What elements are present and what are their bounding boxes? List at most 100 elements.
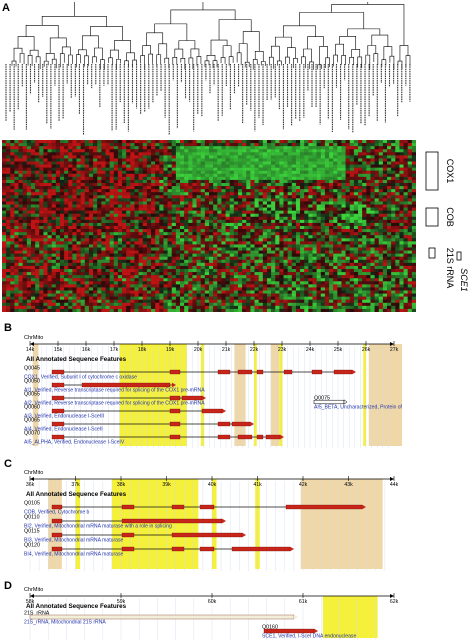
heatmap-cell <box>64 222 69 227</box>
heatmap-cell <box>68 164 73 168</box>
heatmap-cell <box>109 216 114 221</box>
heatmap-cell <box>213 222 218 227</box>
heatmap-cell <box>225 183 230 187</box>
heatmap-cell <box>167 140 172 144</box>
heatmap-cell <box>59 222 65 227</box>
heatmap-cell <box>26 192 32 196</box>
heatmap-cell <box>151 235 156 239</box>
heatmap-cell <box>167 284 172 288</box>
heatmap-cell <box>349 179 355 184</box>
heatmap-cell <box>184 192 189 196</box>
heatmap-cell <box>101 232 106 236</box>
heatmap-cell <box>159 265 164 270</box>
heatmap-cell <box>101 167 106 171</box>
heatmap-cell <box>167 281 172 285</box>
heatmap-cell <box>64 262 69 267</box>
heatmap-cell <box>258 253 264 257</box>
heatmap-cell <box>233 222 239 227</box>
heatmap-cell <box>6 213 11 217</box>
heatmap-cell <box>6 222 11 227</box>
heatmap-cell <box>204 186 210 190</box>
heatmap-cell <box>217 278 222 282</box>
heatmap-cell <box>43 256 48 260</box>
heatmap-cell <box>22 195 28 199</box>
heatmap-cell <box>171 161 177 165</box>
heatmap-cell <box>142 189 148 193</box>
heatmap-cell <box>387 198 392 202</box>
heatmap-cell <box>209 235 214 239</box>
heatmap-cell <box>237 284 243 288</box>
heatmap-cell <box>204 278 210 282</box>
heatmap-cell <box>324 198 330 202</box>
heatmap-cell <box>337 278 342 282</box>
heatmap-cell <box>287 229 292 233</box>
heatmap-cell <box>200 204 206 208</box>
heatmap-cell <box>134 213 139 217</box>
heatmap-cell <box>275 210 280 214</box>
heatmap-cell <box>196 284 201 288</box>
heatmap-cell <box>345 222 350 227</box>
heatmap-cell <box>242 155 247 159</box>
heatmap-cell <box>221 207 226 211</box>
heatmap-cell <box>2 155 7 159</box>
heatmap-cell <box>221 238 226 242</box>
heatmap-cell <box>374 222 379 227</box>
heatmap-cell <box>209 284 214 288</box>
heatmap-cell <box>39 170 44 174</box>
heatmap-cell <box>291 275 297 279</box>
heatmap-cell <box>59 229 65 233</box>
heatmap-cell <box>134 229 139 233</box>
heatmap-cell <box>362 265 367 270</box>
heatmap-cell <box>55 256 61 260</box>
dendrogram-branch <box>170 9 236 24</box>
heatmap-cell <box>358 155 363 159</box>
heatmap-cell <box>113 158 119 162</box>
heatmap-cell <box>55 281 61 285</box>
heatmap-cell <box>35 183 40 187</box>
heatmap-cell <box>242 189 247 193</box>
heatmap-cell <box>333 173 338 178</box>
heatmap-cell <box>353 207 359 211</box>
heatmap-cell <box>362 272 367 276</box>
heatmap-cell <box>142 201 148 205</box>
heatmap-cell <box>242 170 247 174</box>
heatmap-cell <box>250 229 255 233</box>
heatmap-cell <box>59 244 65 248</box>
heatmap-cell <box>287 176 292 181</box>
heatmap-cell <box>113 216 119 221</box>
heatmap-cell <box>324 253 330 257</box>
heatmap-cell <box>308 195 313 199</box>
heatmap-cell <box>403 164 408 168</box>
heatmap-cell <box>180 186 185 190</box>
heatmap-cell <box>271 158 276 162</box>
heatmap-cell <box>407 278 413 282</box>
heatmap-cell <box>134 155 139 159</box>
heatmap-cell <box>22 152 28 156</box>
heatmap-cell <box>105 235 110 239</box>
heatmap-cell <box>300 238 305 242</box>
heatmap-cell <box>188 149 193 153</box>
heatmap-cell <box>10 198 15 202</box>
heatmap-cell <box>105 158 110 162</box>
heatmap-cell <box>122 259 127 264</box>
heatmap-cell <box>155 167 160 171</box>
heatmap-cell <box>117 226 123 230</box>
heatmap-cell <box>242 164 247 168</box>
heatmap-cell <box>250 189 255 193</box>
heatmap-cell <box>382 152 388 156</box>
heatmap-cell <box>209 204 214 208</box>
heatmap-cell <box>254 256 259 260</box>
heatmap-cell <box>304 176 309 181</box>
heatmap-cell <box>254 140 259 144</box>
heatmap-cell <box>349 229 355 233</box>
heatmap-cell <box>242 238 247 242</box>
heatmap-cell <box>55 152 61 156</box>
heatmap-cell <box>295 186 301 190</box>
heatmap-cell <box>225 244 230 248</box>
heatmap-cell <box>80 179 85 184</box>
dendrogram-branch <box>158 43 168 59</box>
heatmap-cell <box>403 241 408 245</box>
heatmap-cell <box>395 198 400 202</box>
heatmap-cell <box>399 140 404 144</box>
heatmap-cell <box>184 219 189 224</box>
